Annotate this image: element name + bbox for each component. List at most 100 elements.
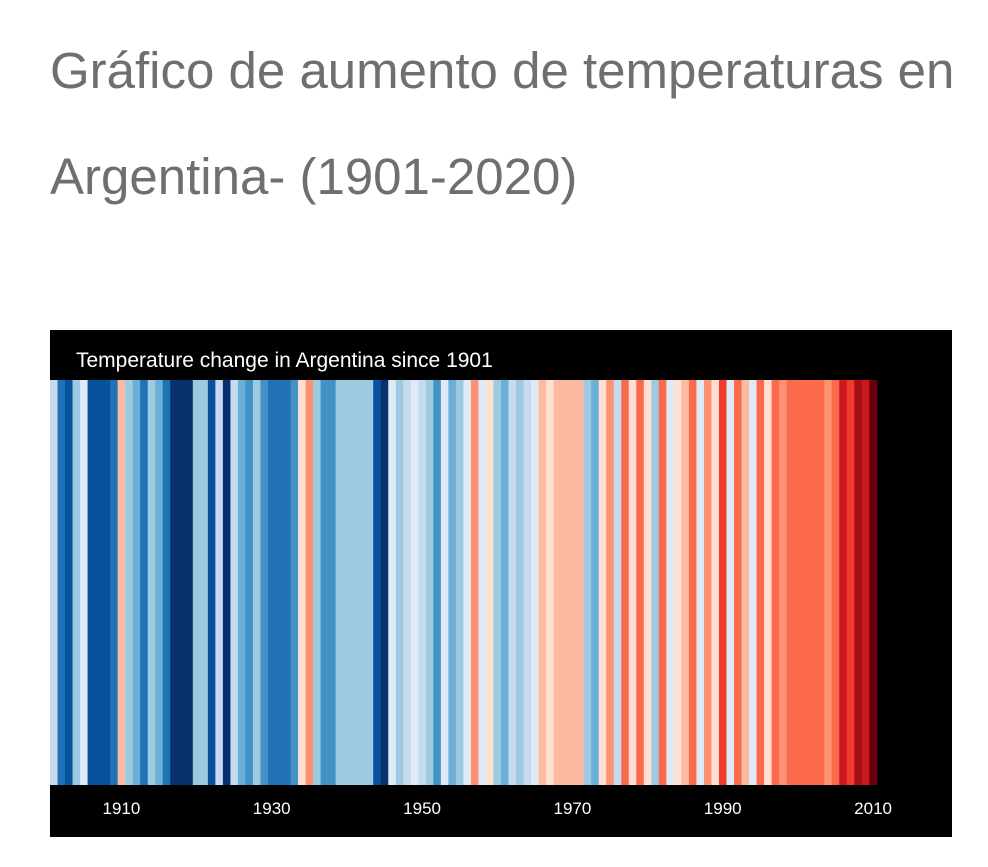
stripe-1905 (80, 380, 89, 785)
stripe-1990 (718, 380, 728, 785)
stripe-2006 (839, 380, 848, 785)
stripe-1914 (147, 380, 156, 785)
chart-title: Temperature change in Argentina since 19… (76, 349, 493, 372)
x-tick-label: 1930 (253, 799, 291, 818)
stripe-1957 (470, 380, 480, 785)
x-tick-label: 1910 (102, 799, 140, 818)
stripe-1991 (726, 380, 735, 785)
stripe-1962 (508, 380, 517, 785)
stripe-1941 (350, 380, 359, 785)
stripe-1955 (455, 380, 465, 785)
stripe-1970 (568, 380, 577, 785)
stripe-1997 (771, 380, 780, 785)
stripe-1904 (72, 380, 81, 785)
stripe-1923 (215, 380, 224, 785)
stripe-1910 (117, 380, 126, 785)
x-tick-label: 2010 (854, 799, 892, 818)
warming-stripes-chart: Temperature change in Argentina since 19… (50, 330, 952, 837)
stripe-1952 (433, 380, 442, 785)
stripe-1909 (110, 380, 119, 785)
stripe-2008 (854, 380, 863, 785)
stripe-2009 (861, 380, 870, 785)
stripe-1934 (298, 380, 307, 785)
stripe-2000 (794, 380, 803, 785)
stripe-1907 (95, 380, 104, 785)
stripe-1938 (328, 380, 337, 785)
stripe-1953 (440, 380, 449, 785)
stripe-1922 (207, 380, 216, 785)
stripe-2001 (801, 380, 810, 785)
stripe-1903 (65, 380, 74, 785)
stripe-1920 (192, 380, 201, 785)
stripe-1935 (305, 380, 314, 785)
stripe-1996 (764, 380, 773, 785)
stripe-1916 (162, 380, 171, 785)
stripe-1977 (621, 380, 630, 785)
stripe-1976 (613, 380, 622, 785)
stripe-1951 (425, 380, 434, 785)
stripe-1956 (463, 380, 472, 785)
stripe-1980 (643, 380, 652, 785)
stripe-1966 (538, 380, 547, 785)
stripe-1912 (132, 380, 141, 785)
stripe-1908 (102, 380, 111, 785)
stripe-1971 (576, 380, 585, 785)
stripe-1918 (177, 380, 186, 785)
stripe-1998 (779, 380, 788, 785)
stripe-1944 (373, 380, 382, 785)
stripe-1911 (125, 380, 134, 785)
stripe-1992 (734, 380, 743, 785)
stripe-1917 (170, 380, 179, 785)
stripe-1999 (786, 380, 795, 785)
stripe-1961 (501, 380, 510, 785)
x-tick-label: 1970 (553, 799, 591, 818)
stripe-2004 (824, 380, 833, 785)
stripe-1983 (666, 380, 675, 785)
stripe-1975 (606, 380, 615, 785)
stripe-1950 (418, 380, 427, 785)
stripe-1986 (688, 380, 698, 785)
stripe-1925 (230, 380, 239, 785)
stripe-1958 (478, 380, 487, 785)
stripe-1937 (320, 380, 329, 785)
stripe-1902 (57, 380, 66, 785)
page-title: Gráfico de aumento de temperaturas en Ar… (50, 42, 955, 205)
stripe-1906 (87, 380, 96, 785)
stripe-1969 (561, 380, 570, 785)
stripe-1936 (313, 380, 322, 785)
stripe-1913 (140, 380, 149, 785)
stripe-1988 (703, 380, 713, 785)
stripe-1993 (741, 380, 750, 785)
stripe-1967 (546, 380, 555, 785)
stripe-1919 (185, 380, 194, 785)
stripe-1989 (711, 380, 720, 785)
stripe-1963 (516, 380, 525, 785)
stripe-2002 (809, 380, 818, 785)
stripe-1994 (749, 380, 758, 785)
stripe-1924 (222, 380, 231, 785)
stripe-1942 (358, 380, 367, 785)
stripe-2010 (869, 380, 878, 785)
stripe-1929 (260, 380, 269, 785)
stripe-1959 (485, 380, 495, 785)
stripe-1972 (583, 380, 592, 785)
stripe-1915 (155, 380, 164, 785)
stripe-1921 (200, 380, 209, 785)
stripe-1930 (267, 380, 277, 785)
stripe-1946 (388, 380, 397, 785)
stripe-1943 (365, 380, 374, 785)
stripe-2007 (846, 380, 855, 785)
stripe-1949 (410, 380, 419, 785)
stripe-1927 (245, 380, 254, 785)
stripe-1901 (50, 380, 59, 785)
stripe-1940 (343, 380, 352, 785)
stripe-1965 (531, 380, 540, 785)
x-tick-label: 1950 (403, 799, 441, 818)
x-tick-label: 1990 (704, 799, 742, 818)
stripe-1978 (628, 380, 637, 785)
stripe-1939 (335, 380, 344, 785)
stripe-1947 (395, 380, 404, 785)
stripe-1964 (523, 380, 532, 785)
stripe-1981 (651, 380, 660, 785)
stripe-1984 (673, 380, 682, 785)
